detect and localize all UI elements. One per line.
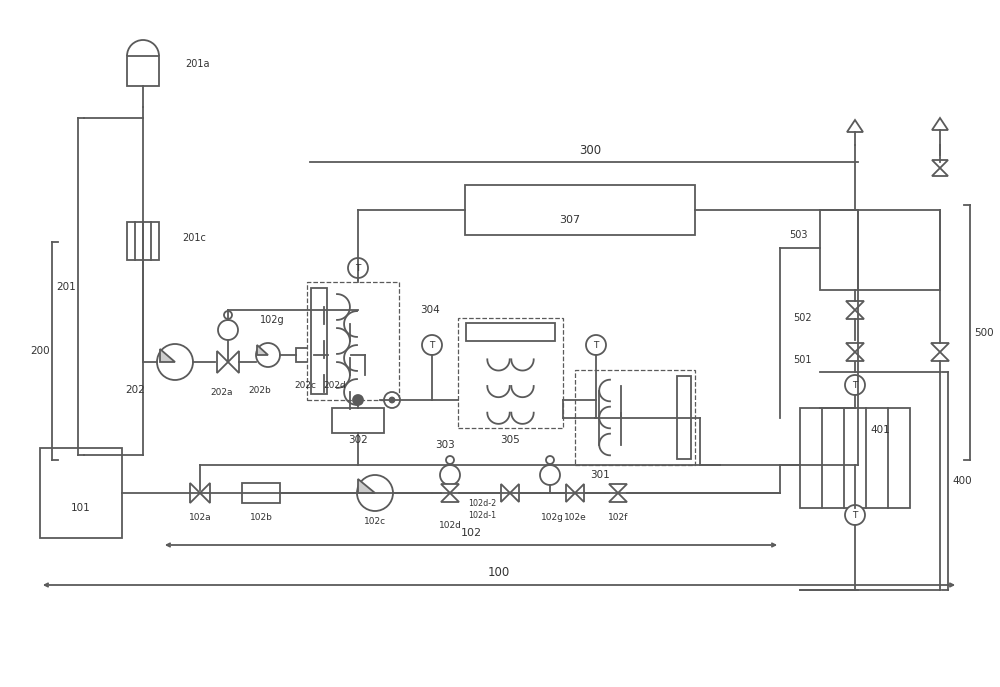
- Text: 202b: 202b: [249, 385, 271, 394]
- Text: T: T: [429, 341, 435, 350]
- Text: 102f: 102f: [608, 513, 628, 523]
- Polygon shape: [932, 168, 948, 176]
- Text: T: T: [593, 341, 599, 350]
- Polygon shape: [566, 484, 575, 502]
- Bar: [677, 376, 691, 459]
- Circle shape: [540, 465, 560, 485]
- Circle shape: [157, 344, 193, 380]
- Text: 102d-2: 102d-2: [468, 499, 496, 508]
- Polygon shape: [609, 484, 627, 493]
- Polygon shape: [200, 483, 210, 503]
- Bar: [307, 282, 399, 400]
- Bar: [465, 185, 695, 235]
- Polygon shape: [441, 484, 459, 493]
- Polygon shape: [931, 352, 949, 361]
- Text: 102g: 102g: [260, 315, 285, 325]
- Bar: [466, 323, 555, 341]
- Text: 102d-1: 102d-1: [468, 510, 496, 519]
- Circle shape: [348, 258, 368, 278]
- Text: 202d: 202d: [324, 381, 346, 390]
- Text: 202c: 202c: [294, 381, 316, 390]
- Bar: [575, 370, 695, 465]
- Polygon shape: [217, 351, 228, 373]
- Polygon shape: [609, 493, 627, 502]
- Text: 102a: 102a: [189, 513, 211, 523]
- Text: 201c: 201c: [182, 233, 206, 243]
- Circle shape: [218, 320, 238, 340]
- Circle shape: [357, 475, 393, 511]
- Text: 101: 101: [71, 503, 91, 513]
- Text: T: T: [355, 264, 361, 273]
- Polygon shape: [228, 351, 239, 373]
- Polygon shape: [846, 301, 864, 310]
- Polygon shape: [160, 349, 175, 362]
- Circle shape: [422, 335, 442, 355]
- Bar: [40, 448, 122, 538]
- Text: 102g: 102g: [541, 513, 563, 523]
- Polygon shape: [358, 479, 375, 493]
- Text: 307: 307: [559, 215, 581, 225]
- Text: 501: 501: [794, 355, 812, 365]
- Bar: [311, 288, 327, 394]
- Polygon shape: [441, 493, 459, 502]
- Polygon shape: [932, 118, 948, 130]
- Polygon shape: [510, 484, 519, 502]
- Bar: [332, 408, 384, 433]
- Text: 202: 202: [125, 385, 145, 395]
- Text: 102d: 102d: [439, 521, 461, 530]
- Text: 102c: 102c: [364, 517, 386, 526]
- Polygon shape: [931, 343, 949, 352]
- Polygon shape: [190, 483, 200, 503]
- Polygon shape: [847, 120, 863, 132]
- Text: 201a: 201a: [185, 59, 210, 69]
- Text: T: T: [852, 510, 858, 519]
- Circle shape: [845, 505, 865, 525]
- Circle shape: [390, 398, 395, 403]
- Text: 305: 305: [500, 435, 520, 445]
- Circle shape: [440, 465, 460, 485]
- Text: 303: 303: [435, 440, 455, 450]
- Bar: [820, 210, 940, 290]
- Bar: [800, 408, 910, 508]
- Polygon shape: [846, 352, 864, 361]
- Text: 304: 304: [420, 305, 440, 315]
- Circle shape: [384, 392, 400, 408]
- Circle shape: [845, 375, 865, 395]
- Text: 202a: 202a: [211, 387, 233, 396]
- Text: 400: 400: [952, 476, 972, 486]
- Text: 201: 201: [56, 282, 76, 291]
- Bar: [127, 222, 159, 260]
- Text: 503: 503: [790, 230, 808, 240]
- Circle shape: [446, 456, 454, 464]
- Polygon shape: [846, 310, 864, 319]
- Text: 500: 500: [974, 328, 994, 337]
- Polygon shape: [846, 343, 864, 352]
- Circle shape: [586, 335, 606, 355]
- Text: 102e: 102e: [564, 513, 586, 523]
- Text: 200: 200: [30, 346, 50, 356]
- Bar: [242, 483, 280, 503]
- Text: 100: 100: [488, 567, 510, 580]
- Polygon shape: [329, 344, 340, 366]
- Circle shape: [546, 456, 554, 464]
- Circle shape: [256, 343, 280, 367]
- Bar: [296, 348, 314, 362]
- Circle shape: [353, 395, 363, 405]
- Bar: [127, 56, 159, 86]
- Text: 102b: 102b: [250, 513, 272, 523]
- Polygon shape: [932, 160, 948, 168]
- Polygon shape: [340, 344, 351, 366]
- Text: 502: 502: [793, 313, 812, 323]
- Text: 300: 300: [579, 144, 601, 157]
- Text: 401: 401: [870, 425, 890, 435]
- Bar: [458, 318, 563, 428]
- Circle shape: [224, 311, 232, 319]
- Text: 102: 102: [460, 528, 482, 538]
- Polygon shape: [575, 484, 584, 502]
- Polygon shape: [257, 345, 268, 355]
- Text: 301: 301: [590, 470, 610, 480]
- Polygon shape: [501, 484, 510, 502]
- Text: T: T: [852, 381, 858, 390]
- Text: 302: 302: [348, 435, 368, 445]
